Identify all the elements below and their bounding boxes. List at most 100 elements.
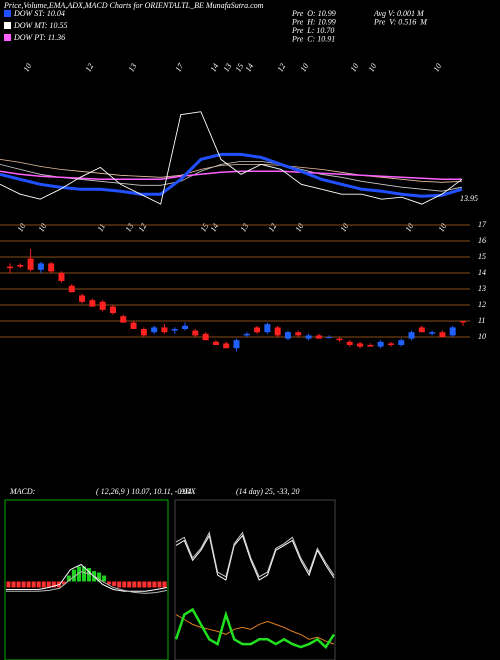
histogram-bar <box>36 581 41 588</box>
y-tick-label: 12 <box>478 300 486 309</box>
date-label: 11 <box>96 222 108 233</box>
histogram-bar <box>132 581 137 588</box>
candle-body <box>233 340 240 349</box>
histogram-bar <box>76 566 81 582</box>
panel-subtitle: (14 day) 25, -33, 20 <box>236 487 300 496</box>
histogram-bar <box>142 581 147 588</box>
candle-body <box>284 332 291 339</box>
candle-body <box>336 338 343 341</box>
candle-body <box>326 337 333 338</box>
histogram-bar <box>122 581 127 588</box>
histogram-bar <box>81 566 86 582</box>
date-label: 10 <box>339 222 351 233</box>
date-label: 14 <box>244 62 256 73</box>
date-label: 10 <box>432 62 444 73</box>
date-label: 10 <box>299 62 311 73</box>
y-tick-label: 14 <box>478 268 486 277</box>
legend-swatch <box>4 10 11 17</box>
histogram-bar <box>152 581 157 588</box>
date-label: 13 <box>239 222 251 233</box>
candle-body <box>398 340 405 345</box>
candle-body <box>68 285 75 293</box>
candle-body <box>418 327 425 333</box>
stat: Pre O: 10.99 <box>291 9 336 18</box>
date-label: 15 <box>199 222 211 233</box>
date-label: 14 <box>209 62 221 73</box>
date-label: 10 <box>404 222 416 233</box>
candle-body <box>192 330 199 336</box>
date-label: 10 <box>294 222 306 233</box>
histogram-bar <box>87 568 92 582</box>
date-label: 10 <box>349 62 361 73</box>
candle-body <box>387 343 394 345</box>
line-series <box>174 607 336 650</box>
y-tick-label: 17 <box>478 220 487 229</box>
candle-body <box>99 301 106 310</box>
candle-body <box>212 341 219 345</box>
histogram-bar <box>61 581 66 585</box>
candle-body <box>161 327 168 333</box>
date-label: 10 <box>22 62 34 73</box>
y-tick-label: 11 <box>478 316 485 325</box>
candle-body <box>120 316 127 323</box>
candle-body <box>182 325 189 329</box>
histogram-bar <box>117 581 122 588</box>
candle-body <box>7 266 13 269</box>
adx-frame <box>174 499 336 660</box>
legend-label: DOW PT: 11.36 <box>13 33 65 42</box>
legend-swatch <box>4 34 11 41</box>
candle-body <box>48 263 55 272</box>
candle-body <box>17 265 24 267</box>
y-tick-label: 10 <box>478 332 486 341</box>
date-label: 15 <box>234 62 246 73</box>
candle-body <box>439 332 446 337</box>
line-series <box>175 534 335 581</box>
y-tick-label: 16 <box>478 236 486 245</box>
date-label: 10 <box>37 222 49 233</box>
histogram-bar <box>51 581 56 588</box>
histogram-bar <box>157 581 162 588</box>
histogram-bar <box>26 581 31 588</box>
candle-body <box>109 306 116 313</box>
date-label: 14 <box>209 222 221 233</box>
histogram-bar <box>41 581 46 588</box>
legend-swatch <box>4 22 11 29</box>
histogram-bar <box>66 575 71 582</box>
candle-body <box>58 273 65 281</box>
date-label: 10 <box>16 222 28 233</box>
histogram-bar <box>127 581 132 588</box>
histogram-bar <box>11 581 16 588</box>
histogram-bar <box>71 569 76 582</box>
candle-body <box>305 335 312 339</box>
candle-body <box>295 332 302 336</box>
histogram-bar <box>16 581 21 588</box>
line-series <box>175 531 335 578</box>
stat: Avg V: 0.001 M <box>373 9 425 18</box>
last-price: 13.95 <box>460 194 478 203</box>
y-tick-label: 15 <box>478 252 486 261</box>
date-label: 12 <box>84 62 96 73</box>
candle-body <box>346 341 353 345</box>
candle-body <box>202 333 209 341</box>
candle-body <box>367 345 374 347</box>
histogram-bar <box>107 581 112 585</box>
histogram-bar <box>31 581 36 588</box>
line-series <box>0 152 463 198</box>
candle-body <box>171 329 178 331</box>
histogram-bar <box>162 581 167 588</box>
date-label: 13 <box>124 222 136 233</box>
histogram-bar <box>46 581 51 588</box>
candle-body <box>223 343 230 349</box>
date-label: 13 <box>127 62 139 73</box>
candle-body <box>27 258 34 270</box>
date-label: 12 <box>267 222 279 233</box>
candle-body <box>429 332 436 334</box>
candle-body <box>140 329 147 336</box>
macd-frame <box>4 499 169 660</box>
line-series <box>0 159 463 183</box>
date-label: 10 <box>367 62 379 73</box>
candle-body <box>254 327 261 333</box>
candle-body <box>315 335 322 339</box>
